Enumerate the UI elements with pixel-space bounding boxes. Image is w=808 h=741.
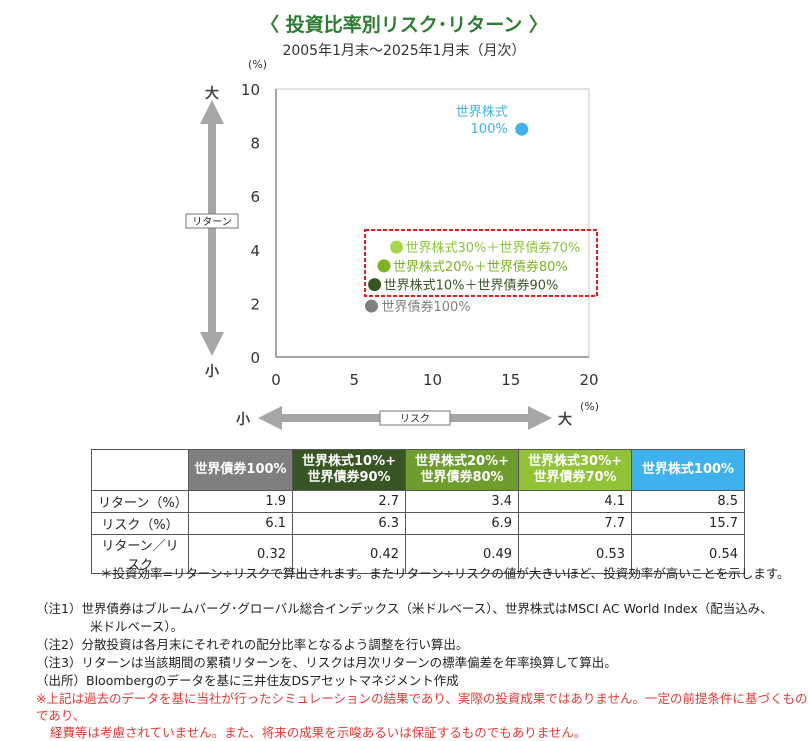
table-cell: 2.7 [292, 490, 406, 513]
chart-subtitle: 2005年1月末～2025年1月末（月次） [282, 43, 526, 59]
x-tick-label: 20 [579, 371, 598, 389]
x-tick-label: 15 [501, 371, 520, 389]
row-label: リターン（%） [91, 490, 189, 513]
y-unit-label: (%) [248, 58, 267, 71]
disclaimer-line-1: ※上記は過去のデータを基に当社が行ったシミュレーションの結果であり、実際の投資成… [36, 691, 808, 723]
table-row: リスク（%） 6.1 6.3 6.9 7.7 15.7 [91, 512, 745, 535]
table-cell: 0.42 [292, 534, 406, 574]
data-point-label: 世界株式20%＋世界債券80% [393, 259, 568, 275]
x-unit-label: (%) [580, 400, 599, 413]
y-tick-label: 0 [250, 349, 260, 367]
table-cell: 4.1 [518, 490, 632, 513]
disclaimer: ※上記は過去のデータを基に当社が行ったシミュレーションの結果であり、実際の投資成… [36, 690, 808, 741]
y-direction-arrow: リターン 大 小 [185, 85, 239, 380]
data-point-label: 世界株式 100% [456, 105, 508, 137]
table-cell: 7.7 [518, 512, 632, 535]
note-3: （注3）リターンは当該期間の累積リターンを、リスクは月次リターンの標準偏差を年率… [36, 655, 617, 670]
data-point [368, 278, 382, 292]
data-point [515, 122, 529, 136]
y-tick-label: 8 [250, 135, 260, 153]
table-cell: 6.9 [405, 512, 519, 535]
table-cell: 3.4 [405, 490, 519, 513]
col-header-mix10: 世界株式10%+ 世界債券90% [292, 449, 406, 491]
plot-frame [275, 88, 590, 358]
table-cell: 6.1 [188, 512, 293, 535]
y-tick-label: 6 [250, 188, 260, 206]
x-tick-label: 10 [423, 371, 442, 389]
data-point [364, 299, 378, 313]
y-big-label: 大 [205, 85, 219, 102]
y-tick-label: 2 [250, 295, 260, 313]
y-tick-label: 10 [241, 81, 260, 99]
data-point [377, 259, 391, 273]
y-axis-name: リターン [192, 216, 232, 228]
x-big-label: 大 [558, 411, 572, 428]
x-small-label: 小 [236, 412, 250, 428]
table-cell: 8.5 [631, 490, 745, 513]
row-label: リスク（%） [91, 512, 189, 535]
x-tick-label: 5 [349, 371, 359, 389]
x-direction-arrow: リスク 小 大 [236, 406, 572, 430]
table-header-row: 世界債券100% 世界株式10%+ 世界債券90% 世界株式20%+ 世界債券80%… [91, 449, 745, 491]
y-small-label: 小 [205, 364, 219, 380]
footnote: ＊投資効率=リターン÷リスクで算出されます。またリターン÷リスクの値が大きいほど… [100, 566, 790, 581]
x-axis-name: リスク [400, 413, 430, 425]
table-cell: 0.54 [631, 534, 745, 574]
table-cell: 0.49 [405, 534, 519, 574]
data-point-label: 世界株式10%＋世界債券90% [384, 278, 559, 294]
data-point [390, 240, 404, 254]
table-cell: 15.7 [631, 512, 745, 535]
col-header-mix30: 世界株式30%+ 世界債券70% [518, 449, 632, 491]
table-row: リターン／リスク 0.32 0.42 0.49 0.53 0.54 [91, 534, 745, 574]
table-cell: 1.9 [188, 490, 293, 513]
table-row: リターン（%） 1.9 2.7 3.4 4.1 8.5 [91, 490, 745, 513]
table-cell: 6.3 [292, 512, 406, 535]
note-2: （注2）分散投資は各月末にそれぞれの配分比率となるよう調整を行い算出。 [36, 637, 469, 652]
data-point-label: 世界株式30%＋世界債券70% [406, 240, 581, 256]
summary-table: 世界債券100% 世界株式10%+ 世界債券90% 世界株式20%+ 世界債券80%… [91, 449, 745, 574]
table-corner [91, 449, 189, 491]
col-header-bond100: 世界債券100% [188, 449, 293, 491]
table-cell: 0.32 [188, 534, 293, 574]
y-tick-label: 4 [250, 242, 260, 260]
data-point-label: 世界債券100% [381, 299, 470, 315]
col-header-equity100: 世界株式100% [631, 449, 745, 491]
x-tick-label: 0 [271, 371, 281, 389]
notes: （注1）世界債券はブルームバーグ･グローバル総合インデックス（米ドルベース）、世… [36, 600, 773, 690]
table-cell: 0.53 [518, 534, 632, 574]
note-1-cont: 米ドルベース）。 [90, 619, 184, 634]
highlight-box [364, 229, 598, 297]
col-header-mix20: 世界株式20%+ 世界債券80% [405, 449, 519, 491]
risk-return-chart: 0 2 4 6 8 10 0 5 10 15 20 (%) (%) リターン 大 小 リスク 小 … [185, 58, 599, 430]
note-1: （注1）世界債券はブルームバーグ･グローバル総合インデックス（米ドルベース）、世… [36, 601, 773, 616]
note-source: （出所）Bloombergのデータを基に三井住友DSアセットマネジメント作成 [36, 673, 459, 688]
chart-title: 〈 投資比率別リスク･リターン 〉 [260, 14, 548, 36]
disclaimer-line-2: 経費等は考慮されていません。また、将来の成果を示唆あるいは保証するものでもありま… [50, 725, 587, 740]
